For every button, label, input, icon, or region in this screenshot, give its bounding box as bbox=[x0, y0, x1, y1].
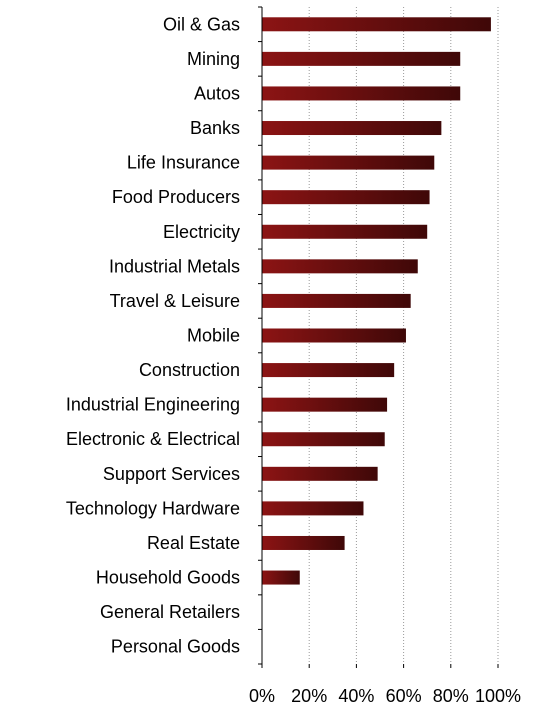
category-label: Mining bbox=[187, 49, 240, 69]
category-label: Mobile bbox=[187, 326, 240, 346]
bars bbox=[262, 17, 491, 585]
bar-15 bbox=[262, 535, 345, 550]
bar-6 bbox=[262, 224, 428, 239]
category-label: Technology Hardware bbox=[66, 498, 240, 518]
bar-13 bbox=[262, 466, 378, 481]
category-label: Construction bbox=[139, 360, 240, 380]
category-labels: Oil & Gas Mining Autos Banks Life Insurance F… bbox=[66, 14, 240, 656]
category-label: Oil & Gas bbox=[163, 14, 240, 34]
category-label: Life Insurance bbox=[127, 153, 240, 173]
category-label: Industrial Metals bbox=[109, 256, 240, 276]
category-label: Support Services bbox=[103, 464, 240, 484]
bar-16 bbox=[262, 570, 300, 585]
x-tick-labels: 0% 20% 40% 60% 80% 100% bbox=[249, 686, 521, 706]
x-tick-label: 40% bbox=[338, 686, 374, 706]
x-tick-label: 20% bbox=[291, 686, 327, 706]
bar-8 bbox=[262, 293, 411, 308]
bar-12 bbox=[262, 432, 385, 447]
bar-2 bbox=[262, 86, 461, 101]
category-label: Autos bbox=[194, 83, 240, 103]
x-tick-label: 0% bbox=[249, 686, 275, 706]
bar-0 bbox=[262, 17, 491, 32]
axes bbox=[258, 6, 499, 668]
category-label: Industrial Engineering bbox=[66, 395, 240, 415]
bar-4 bbox=[262, 155, 435, 170]
category-label: Travel & Leisure bbox=[110, 291, 240, 311]
bar-5 bbox=[262, 190, 430, 205]
bar-9 bbox=[262, 328, 406, 343]
bar-3 bbox=[262, 121, 442, 136]
category-label: Household Goods bbox=[96, 568, 240, 588]
category-label: Real Estate bbox=[147, 533, 240, 553]
bar-1 bbox=[262, 51, 461, 66]
bar-10 bbox=[262, 363, 395, 378]
category-label: Food Producers bbox=[112, 187, 240, 207]
category-label: General Retailers bbox=[100, 602, 240, 622]
bar-7 bbox=[262, 259, 418, 274]
bar-14 bbox=[262, 501, 364, 516]
bar-11 bbox=[262, 397, 388, 412]
category-label: Banks bbox=[190, 118, 240, 138]
x-tick-label: 80% bbox=[433, 686, 469, 706]
x-tick-label: 60% bbox=[386, 686, 422, 706]
category-label: Personal Goods bbox=[111, 637, 240, 657]
category-label: Electricity bbox=[163, 222, 240, 242]
category-label: Electronic & Electrical bbox=[66, 429, 240, 449]
x-tick-label: 100% bbox=[475, 686, 521, 706]
